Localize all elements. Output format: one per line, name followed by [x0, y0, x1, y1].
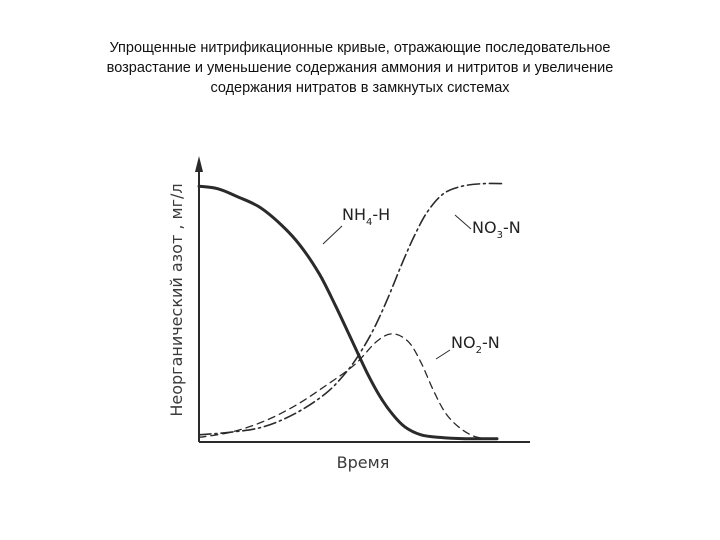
series-label-layer: NH4-H NO2-N NO3-N [322, 205, 521, 360]
title-line-1: Упрощенные нитрификационные кривые, отра… [109, 40, 611, 56]
series-label-no2-n: NO2-N [451, 333, 500, 356]
label-leader-no3-n [454, 214, 472, 230]
series-label-no3-n: NO3-N [472, 218, 521, 241]
series-line-no3-n [198, 182, 505, 436]
y-axis-arrow [195, 156, 203, 172]
slide-title: Упрощенные нитрификационные кривые, отра… [60, 38, 660, 98]
series-layer [197, 182, 505, 441]
label-leader-no2-n [435, 349, 451, 360]
chart-axes [195, 156, 530, 443]
series-line-nh4-n [197, 184, 499, 441]
y-axis-label: Неорганический азот , мг/л [167, 183, 186, 416]
title-line-3: содержания нитратов в замкнутых системах [210, 80, 510, 96]
title-line-2: возрастание и уменьшение содержания аммо… [106, 60, 614, 76]
series-line-no2-n [198, 333, 498, 440]
label-leader-nh4-n [322, 225, 343, 245]
x-axis-label: Время [337, 453, 390, 472]
series-label-nh4-n: NH4-H [342, 205, 390, 228]
